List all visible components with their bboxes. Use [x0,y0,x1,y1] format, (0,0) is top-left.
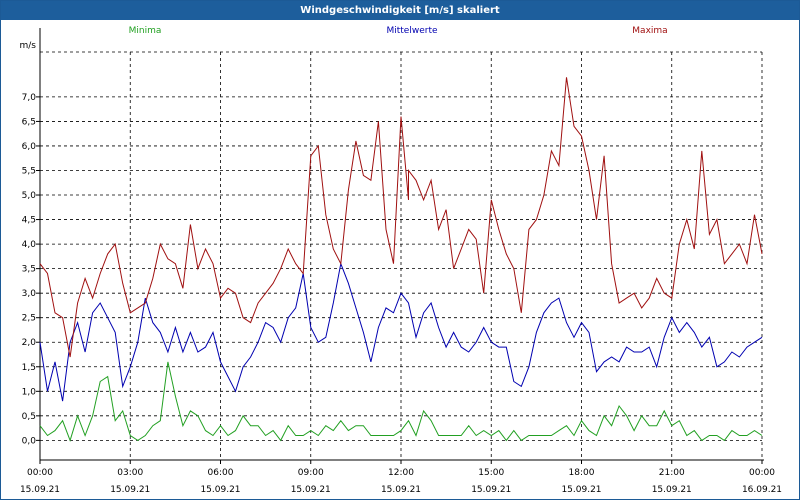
x-tick-date: 15.09.21 [291,485,331,495]
x-tick-time: 00:00 [749,468,775,478]
y-tick-label: 3,5 [22,265,36,275]
x-tick-time: 15:00 [478,468,504,478]
y-tick-label: 5,5 [22,166,36,176]
y-tick-label: 6,0 [22,142,37,152]
x-tick-time: 18:00 [569,468,595,478]
y-tick-label: 4,0 [22,240,37,250]
x-tick-time: 06:00 [208,468,234,478]
y-tick-label: 6,5 [22,117,36,127]
x-tick-date: 15.09.21 [381,485,421,495]
y-tick-label: 0,5 [22,412,36,422]
x-tick-time: 21:00 [659,468,685,478]
legend-minima: Minima [129,26,162,36]
y-tick-label: 4,5 [22,216,36,226]
series-line-mittelwerte [39,261,763,402]
x-tick-time: 09:00 [298,468,324,478]
x-tick-time: 03:00 [117,468,143,478]
x-tick-date: 16.09.21 [742,485,782,495]
x-tick-date: 15.09.21 [200,485,240,495]
y-tick-label: 3,0 [22,289,37,299]
x-tick-date: 15.09.21 [110,485,150,495]
legend-mittelwerte: Mittelwerte [386,26,437,36]
x-tick-time: 12:00 [388,468,414,478]
x-tick-time: 00:00 [27,468,53,478]
y-tick-label: 7,0 [22,93,37,103]
y-tick-label: 1,5 [22,363,36,373]
y-unit-label: m/s [20,41,37,51]
x-tick-date: 15.09.21 [20,485,60,495]
series-line-minima [39,361,763,442]
y-tick-label: 2,5 [22,314,36,324]
legend-maxima: Maxima [632,26,667,36]
x-tick-date: 15.09.21 [561,485,601,495]
y-tick-label: 5,0 [22,191,37,201]
x-tick-date: 15.09.21 [471,485,511,495]
x-tick-date: 15.09.21 [652,485,692,495]
y-tick-label: 1,0 [22,387,37,397]
window-title: Windgeschwindigkeit [m/s] skaliert [1,1,799,20]
y-tick-label: 0,0 [22,436,37,446]
series-line-maxima [39,77,763,358]
y-tick-label: 2,0 [22,338,37,348]
